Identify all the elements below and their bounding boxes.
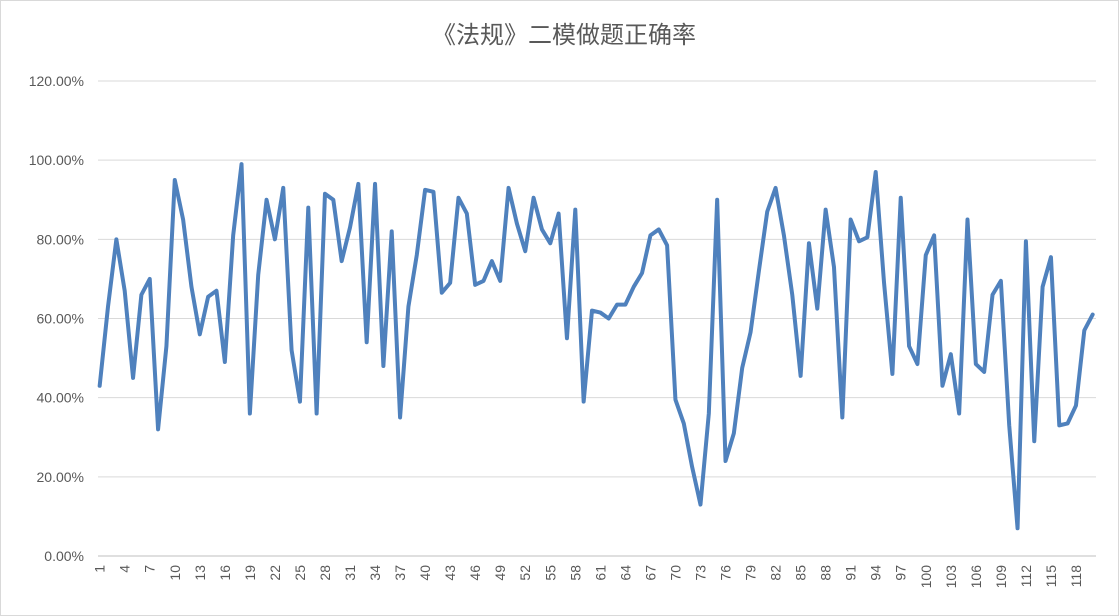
gridlines [98, 80, 1096, 478]
x-tick-label: 22 [267, 565, 283, 581]
x-tick-label: 40 [417, 565, 433, 581]
y-tick-label: 100.00% [29, 152, 84, 168]
y-tick-label: 120.00% [29, 73, 84, 89]
x-tick-label: 37 [392, 565, 408, 581]
x-tick-label: 64 [617, 565, 633, 581]
x-tick-label: 94 [868, 565, 884, 581]
x-tick-label: 58 [567, 565, 583, 581]
y-tick-label: 20.00% [37, 469, 84, 485]
y-tick-label: 60.00% [37, 311, 84, 327]
x-tick-label: 76 [718, 565, 734, 581]
x-tick-label: 25 [292, 565, 308, 581]
x-axis-tick-labels: 1 4 7 10 13 16 19 22 25 28 31 34 37 40 43 46 49 52 55 58 61 6… [92, 565, 1084, 589]
x-tick-label: 106 [968, 565, 984, 589]
x-tick-label: 85 [793, 565, 809, 581]
x-tick-label: 13 [192, 565, 208, 581]
x-tick-label: 73 [692, 565, 708, 581]
series [97, 162, 1095, 531]
x-tick-label: 100 [918, 565, 934, 589]
y-tick-label: 40.00% [37, 390, 84, 406]
x-tick-label: 1 [92, 565, 108, 573]
x-tick-label: 43 [442, 565, 458, 581]
x-tick-label: 118 [1068, 565, 1084, 588]
x-tick-label: 4 [117, 565, 133, 573]
x-tick-label: 112 [1018, 565, 1034, 588]
x-tick-label: 70 [667, 565, 683, 581]
x-tick-label: 115 [1043, 565, 1059, 588]
x-tick-label: 10 [167, 565, 183, 581]
x-tick-label: 34 [367, 565, 383, 581]
x-tick-label: 82 [768, 565, 784, 581]
x-tick-label: 55 [542, 565, 558, 581]
y-axis-tick-labels: 0.00% 20.00% 40.00% 60.00% 80.00% 100.00% 120.… [29, 73, 84, 564]
y-tick-label: 80.00% [37, 231, 84, 247]
x-tick-label: 103 [943, 565, 959, 589]
x-tick-label: 16 [217, 565, 233, 581]
x-tick-label: 67 [642, 565, 658, 581]
x-tick-label: 19 [242, 565, 258, 581]
x-tick-label: 61 [592, 565, 608, 581]
x-tick-label: 52 [517, 565, 533, 581]
series-line [97, 162, 1095, 531]
x-tick-label: 91 [843, 565, 859, 581]
x-tick-label: 7 [142, 565, 158, 573]
x-tick-label: 97 [893, 565, 909, 581]
x-tick-label: 109 [993, 565, 1009, 589]
x-tick-label: 46 [467, 565, 483, 581]
x-tick-label: 28 [317, 565, 333, 581]
y-tick-label: 0.00% [44, 548, 84, 564]
x-tick-label: 31 [342, 565, 358, 581]
x-tick-label: 79 [743, 565, 759, 581]
chart-title: 《法规》二模做题正确率 [432, 21, 696, 49]
x-tick-label: 49 [492, 565, 508, 581]
x-tick-label: 88 [818, 565, 834, 581]
